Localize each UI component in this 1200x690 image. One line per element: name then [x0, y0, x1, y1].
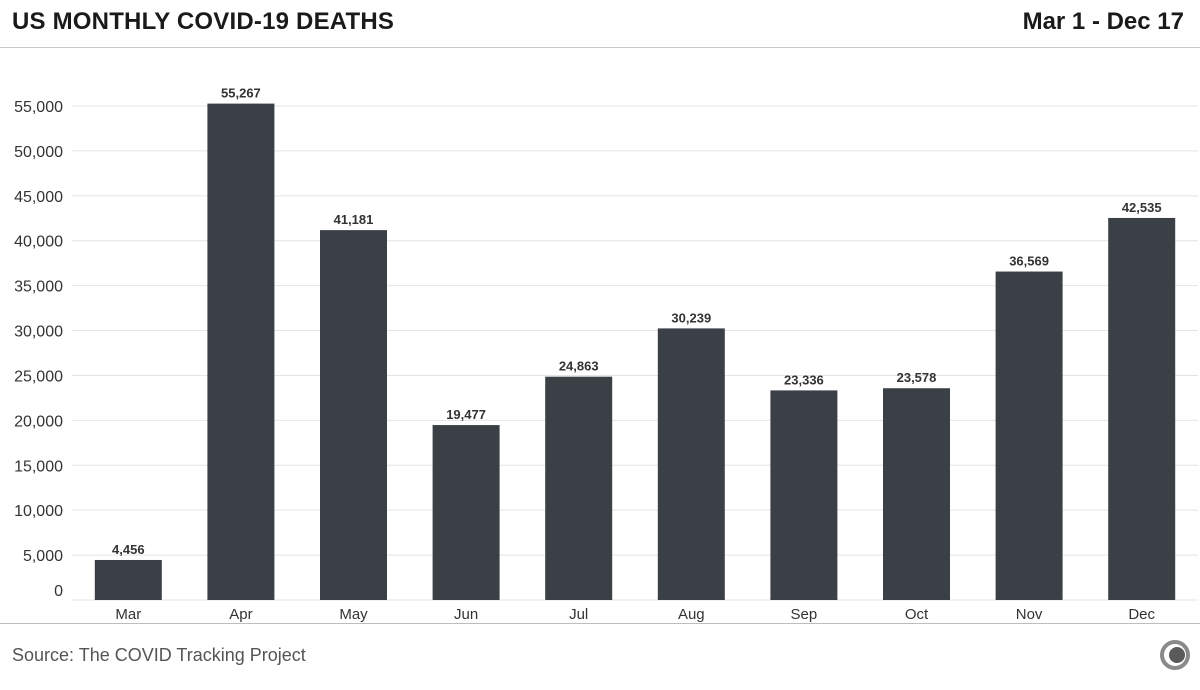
bar-value-labels: 4,456 55,267 41,181 19,477 24,863 30,239 23,33… [112, 86, 1162, 557]
y-tick-label: 45,000 [14, 189, 63, 206]
bar-value-label: 36,569 [1009, 254, 1049, 269]
y-tick-label: 50,000 [14, 144, 63, 161]
x-tick-label: Mar [115, 606, 141, 623]
x-tick-label: Aug [678, 606, 705, 623]
source-note: Source: The COVID Tracking Project [12, 645, 306, 665]
bar-value-label: 42,535 [1122, 200, 1162, 215]
bar-oct [883, 388, 950, 600]
bar-mar [94, 559, 162, 600]
covid-tracking-project-logo-icon [1160, 640, 1190, 670]
footer-divider [0, 623, 1200, 624]
bar-chart: 0 5,000 10,000 15,000 20,000 25,000 30,000 35,0… [14, 86, 1198, 623]
bar-dec [1108, 217, 1176, 600]
chart-title: US MONTHLY COVID-19 DEATHS [12, 8, 395, 35]
x-tick-label: Jun [454, 606, 478, 623]
bar-value-label: 23,578 [897, 370, 937, 385]
y-tick-label: 40,000 [14, 234, 63, 251]
chart-header: US MONTHLY COVID-19 DEATHS Mar 1 - Dec 1… [0, 0, 1200, 48]
x-tick-label: Sep [791, 606, 818, 623]
y-tick-label: 35,000 [14, 279, 63, 296]
bar-may [320, 230, 387, 600]
x-tick-label: Apr [229, 606, 252, 623]
bar-value-label: 30,239 [671, 310, 711, 325]
y-tick-label: 15,000 [14, 458, 63, 475]
bar-aug [657, 328, 725, 600]
x-axis-ticks: Mar Apr May Jun Jul Aug Sep Oct Nov Dec [115, 606, 1155, 623]
y-tick-label: 30,000 [14, 324, 63, 341]
bar-value-label: 24,863 [559, 359, 599, 374]
y-tick-label: 25,000 [14, 368, 63, 385]
y-tick-label: 0 [54, 583, 63, 600]
y-tick-label: 20,000 [14, 413, 63, 430]
bars [94, 103, 1176, 600]
bar-jun [432, 425, 500, 600]
y-tick-label: 5,000 [23, 548, 63, 565]
bar-value-label: 23,336 [784, 372, 824, 387]
x-tick-label: Nov [1016, 606, 1043, 623]
bar-value-label: 19,477 [446, 407, 486, 422]
bar-value-label: 4,456 [112, 542, 145, 557]
bar-value-label: 41,181 [334, 212, 374, 227]
bar-jul [545, 376, 613, 600]
bar-value-label: 55,267 [221, 86, 261, 101]
x-tick-label: Jul [569, 606, 588, 623]
x-tick-label: May [339, 606, 368, 623]
y-axis-ticks: 0 5,000 10,000 15,000 20,000 25,000 30,000 35,0… [14, 99, 63, 600]
date-range: Mar 1 - Dec 17 [1022, 8, 1184, 35]
bar-sep [770, 390, 838, 600]
bar-nov [995, 271, 1063, 600]
x-tick-label: Dec [1128, 606, 1155, 623]
x-tick-label: Oct [905, 606, 929, 623]
y-tick-label: 55,000 [14, 99, 63, 116]
y-tick-label: 10,000 [14, 503, 63, 520]
bar-apr [207, 103, 275, 600]
